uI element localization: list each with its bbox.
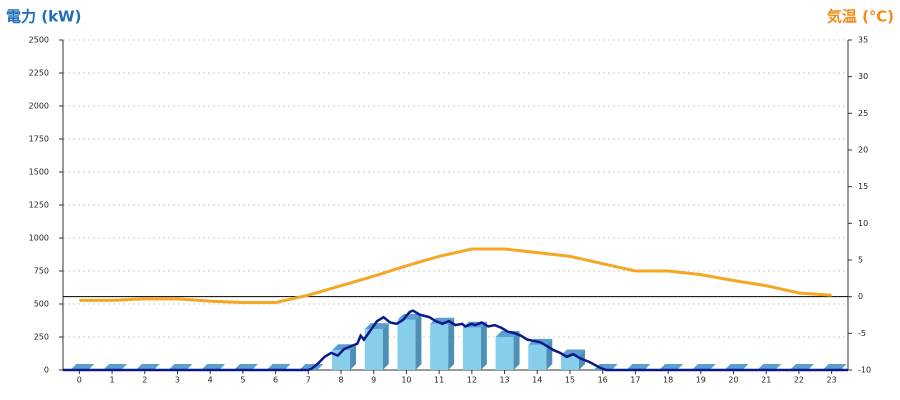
y-tick-label: 2500 [29, 36, 49, 45]
x-tick-label: 4 [208, 376, 213, 385]
bar-top [70, 364, 95, 370]
y2-tick-label: 10 [858, 219, 868, 228]
x-tick-label: 2 [142, 376, 147, 385]
bar [430, 323, 449, 370]
x-tick-label: 8 [338, 376, 343, 385]
bar-top [560, 349, 585, 356]
y2-tick-label: 30 [858, 72, 868, 81]
bar-top [626, 364, 651, 370]
x-tick-label: 19 [696, 376, 706, 385]
x-tick-label: 18 [663, 376, 673, 385]
bar-top [135, 364, 160, 370]
y2-tick-label: -10 [858, 366, 871, 375]
y-tick-label: 2000 [29, 102, 49, 111]
y2-axis-title: 気温 (℃) [827, 8, 894, 26]
x-tick-label: 6 [273, 376, 278, 385]
bar-top [691, 364, 716, 370]
bar-top [822, 364, 847, 370]
x-tick-label: 3 [175, 376, 180, 385]
x-tick-label: 0 [77, 376, 82, 385]
bar-side [448, 317, 455, 370]
y2-tick-label: 5 [858, 256, 863, 265]
x-tick-label: 20 [728, 376, 738, 385]
bar-side [415, 313, 422, 370]
bar-top [266, 364, 291, 370]
bar-top [103, 364, 128, 370]
y2-tick-label: 35 [858, 36, 868, 45]
x-tick-label: 7 [306, 376, 311, 385]
bar-top [789, 364, 814, 370]
x-tick-label: 13 [499, 376, 509, 385]
y2-tick-label: 20 [858, 146, 868, 155]
bar-top [168, 364, 193, 370]
temperature-line [79, 247, 832, 305]
y-tick-label: 500 [34, 300, 49, 309]
bar [560, 355, 579, 370]
x-tick-label: 10 [401, 376, 411, 385]
y-tick-label: 1250 [29, 201, 49, 210]
x-tick-label: 16 [598, 376, 608, 385]
x-tick-label: 14 [532, 376, 542, 385]
y-tick-label: 0 [44, 366, 49, 375]
x-tick-label: 9 [371, 376, 376, 385]
x-tick-label: 21 [761, 376, 771, 385]
x-tick-label: 17 [630, 376, 640, 385]
y-tick-label: 1000 [29, 234, 49, 243]
bar-top [233, 364, 258, 370]
y2-tick-label: -5 [858, 329, 866, 338]
y-tick-label: 1750 [29, 135, 49, 144]
bar-side [513, 331, 520, 370]
y-tick-label: 750 [34, 267, 49, 276]
y-tick-label: 250 [34, 333, 49, 342]
bar [364, 329, 383, 370]
y2-tick-label: 15 [858, 182, 868, 191]
x-tick-label: 12 [467, 376, 477, 385]
bar-top [201, 364, 226, 370]
bar-top [757, 364, 782, 370]
x-tick-label: 5 [240, 376, 245, 385]
bar-side [480, 321, 487, 370]
y2-tick-label: 25 [858, 109, 868, 118]
bar-top [724, 364, 749, 370]
bar [397, 319, 416, 370]
x-tick-label: 1 [110, 376, 115, 385]
bar-side [382, 323, 389, 370]
y-tick-label: 2250 [29, 69, 49, 78]
x-tick-label: 22 [794, 376, 804, 385]
y2-tick-label: 0 [858, 292, 863, 301]
bar-side [350, 344, 357, 370]
bar [495, 337, 514, 370]
bar-top [364, 323, 389, 330]
bar [462, 327, 481, 370]
y-axis-title: 電力 (kW) [6, 8, 81, 26]
x-tick-label: 23 [827, 376, 837, 385]
bar [528, 344, 547, 370]
x-tick-label: 11 [434, 376, 444, 385]
x-tick-label: 15 [565, 376, 575, 385]
power-line [63, 309, 848, 372]
bar-top [659, 364, 684, 370]
y-tick-label: 1500 [29, 168, 49, 177]
